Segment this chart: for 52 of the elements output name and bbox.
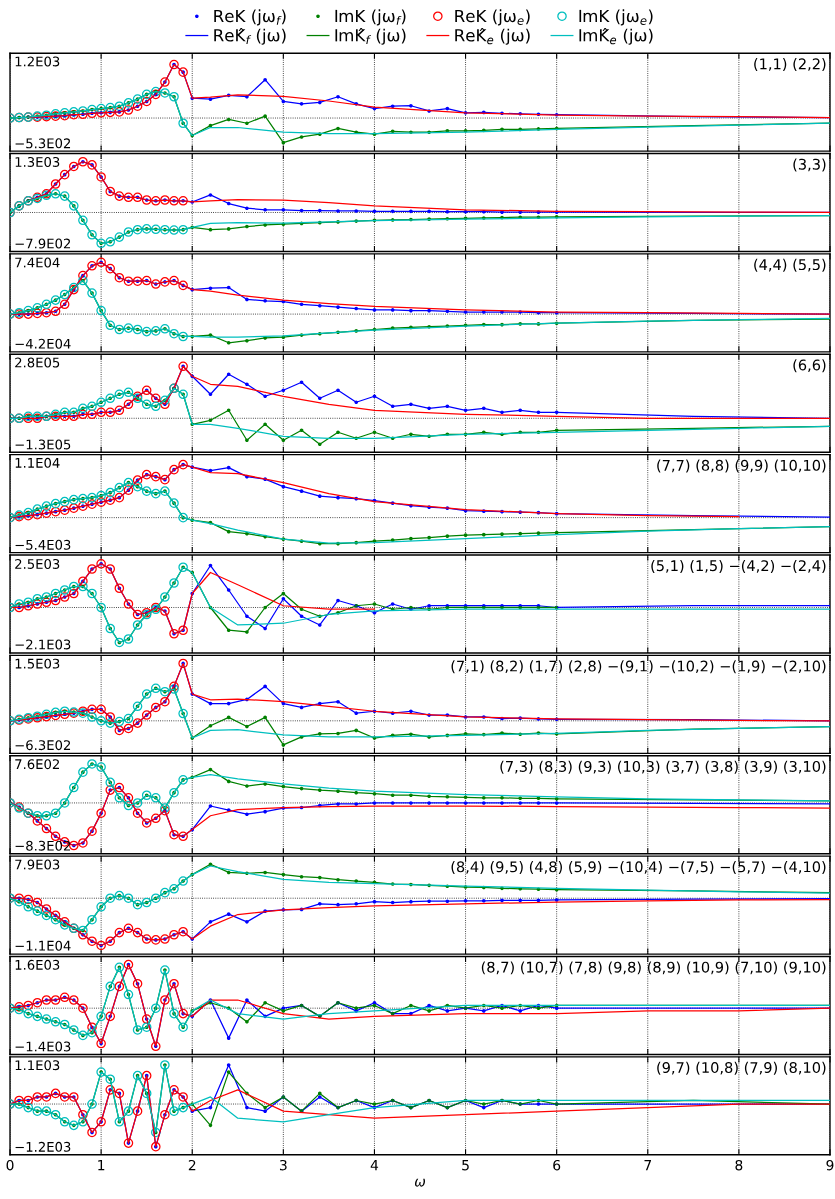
y-tick-label: 1.1E04 (15, 457, 60, 468)
y-tick-label: −1.4E03 (15, 1041, 71, 1052)
x-tick-label: 4 (370, 1160, 379, 1171)
annotation: (8,4) (9,5) (4,8) (5,9) −(10,4) −(7,5) −(5,7) −(4,10) (451, 861, 826, 875)
y-tick-label: 1.5E03 (15, 658, 60, 669)
y-tick-label: −4.2E04 (15, 338, 71, 349)
x-axis-title: ω (414, 1178, 425, 1187)
y-tick-label: −7.9E02 (15, 238, 71, 249)
y-tick-label: −5.4E03 (15, 539, 71, 550)
legend-label: ImK (jω$_{f}$) (335, 9, 406, 26)
legend-label: ImK (jω$_{e}$) (579, 9, 653, 26)
y-tick-label: 1.3E03 (15, 156, 60, 167)
annotation: (7,3) (8,3) (9,3) (10,3) (3,7) (3,8) (3,9) (3,10) (500, 760, 826, 774)
y-tick-label: 2.8E05 (15, 357, 60, 368)
y-tick-label: 1.2E03 (15, 56, 60, 67)
x-tick-label: 3 (279, 1159, 287, 1171)
y-tick-label: −6.3E02 (15, 740, 71, 751)
x-tick-label: 5 (462, 1160, 469, 1171)
legend-label: ImK̂$_{e}$ (jω) (579, 28, 653, 45)
annotation: (5,1) (1,5) −(4,2) −(2,4) (651, 559, 826, 573)
y-tick-label: 1.6E03 (15, 959, 60, 970)
x-tick-label: 1 (98, 1160, 105, 1171)
y-tick-label: 1.1E03 (15, 1060, 60, 1071)
annotation: (6,6) (793, 359, 826, 373)
x-tick-label: 2 (188, 1159, 196, 1171)
annotation: (7,7) (8,8) (9,9) (10,10) (657, 459, 826, 473)
y-tick-label: 7.4E04 (15, 257, 60, 268)
annotation: (7,1) (8,2) (1,7) (2,8) −(9,1) −(10,2) −(1,9) −(2,10) (451, 660, 826, 674)
y-tick-label: −8.3E02 (15, 840, 71, 851)
y-tick-label: −2.1E03 (15, 639, 71, 650)
y-tick-label: −1.1E04 (15, 940, 71, 951)
x-tick-label: 9 (826, 1159, 834, 1171)
y-tick-label: −5.3E02 (15, 138, 71, 149)
annotation: (8,7) (10,7) (7,8) (9,8) (8,9) (10,9) (7,10) (9,10) (481, 961, 826, 975)
y-tick-label: −1.3E05 (15, 439, 71, 450)
y-tick-label: 7.9E03 (15, 859, 60, 870)
legend-label: ReK̂$_{f}$ (jω) (214, 28, 286, 45)
x-tick-label: 7 (644, 1160, 652, 1171)
annotation: (3,3) (793, 158, 826, 172)
annotation: (9,7) (10,8) (7,9) (8,10) (657, 1061, 826, 1075)
y-tick-label: 7.6E02 (15, 759, 59, 770)
y-tick-label: −1.2E03 (15, 1141, 71, 1152)
legend-label: ImK̂$_{f}$ (jω) (335, 28, 406, 45)
x-tick-label: 6 (553, 1159, 561, 1171)
x-tick-label: 0 (6, 1159, 14, 1171)
legend-label: ReK (jω$_{f}$) (214, 9, 286, 26)
y-tick-label: 2.5E03 (15, 558, 60, 569)
x-tick-label: 8 (735, 1159, 743, 1171)
annotation: (1,1) (2,2) (754, 58, 826, 72)
annotation: (4,4) (5,5) (754, 258, 826, 272)
legend-label: ReK̂$_{e}$ (jω) (455, 28, 530, 45)
legend-label: ReK (jω$_{e}$) (455, 9, 530, 26)
